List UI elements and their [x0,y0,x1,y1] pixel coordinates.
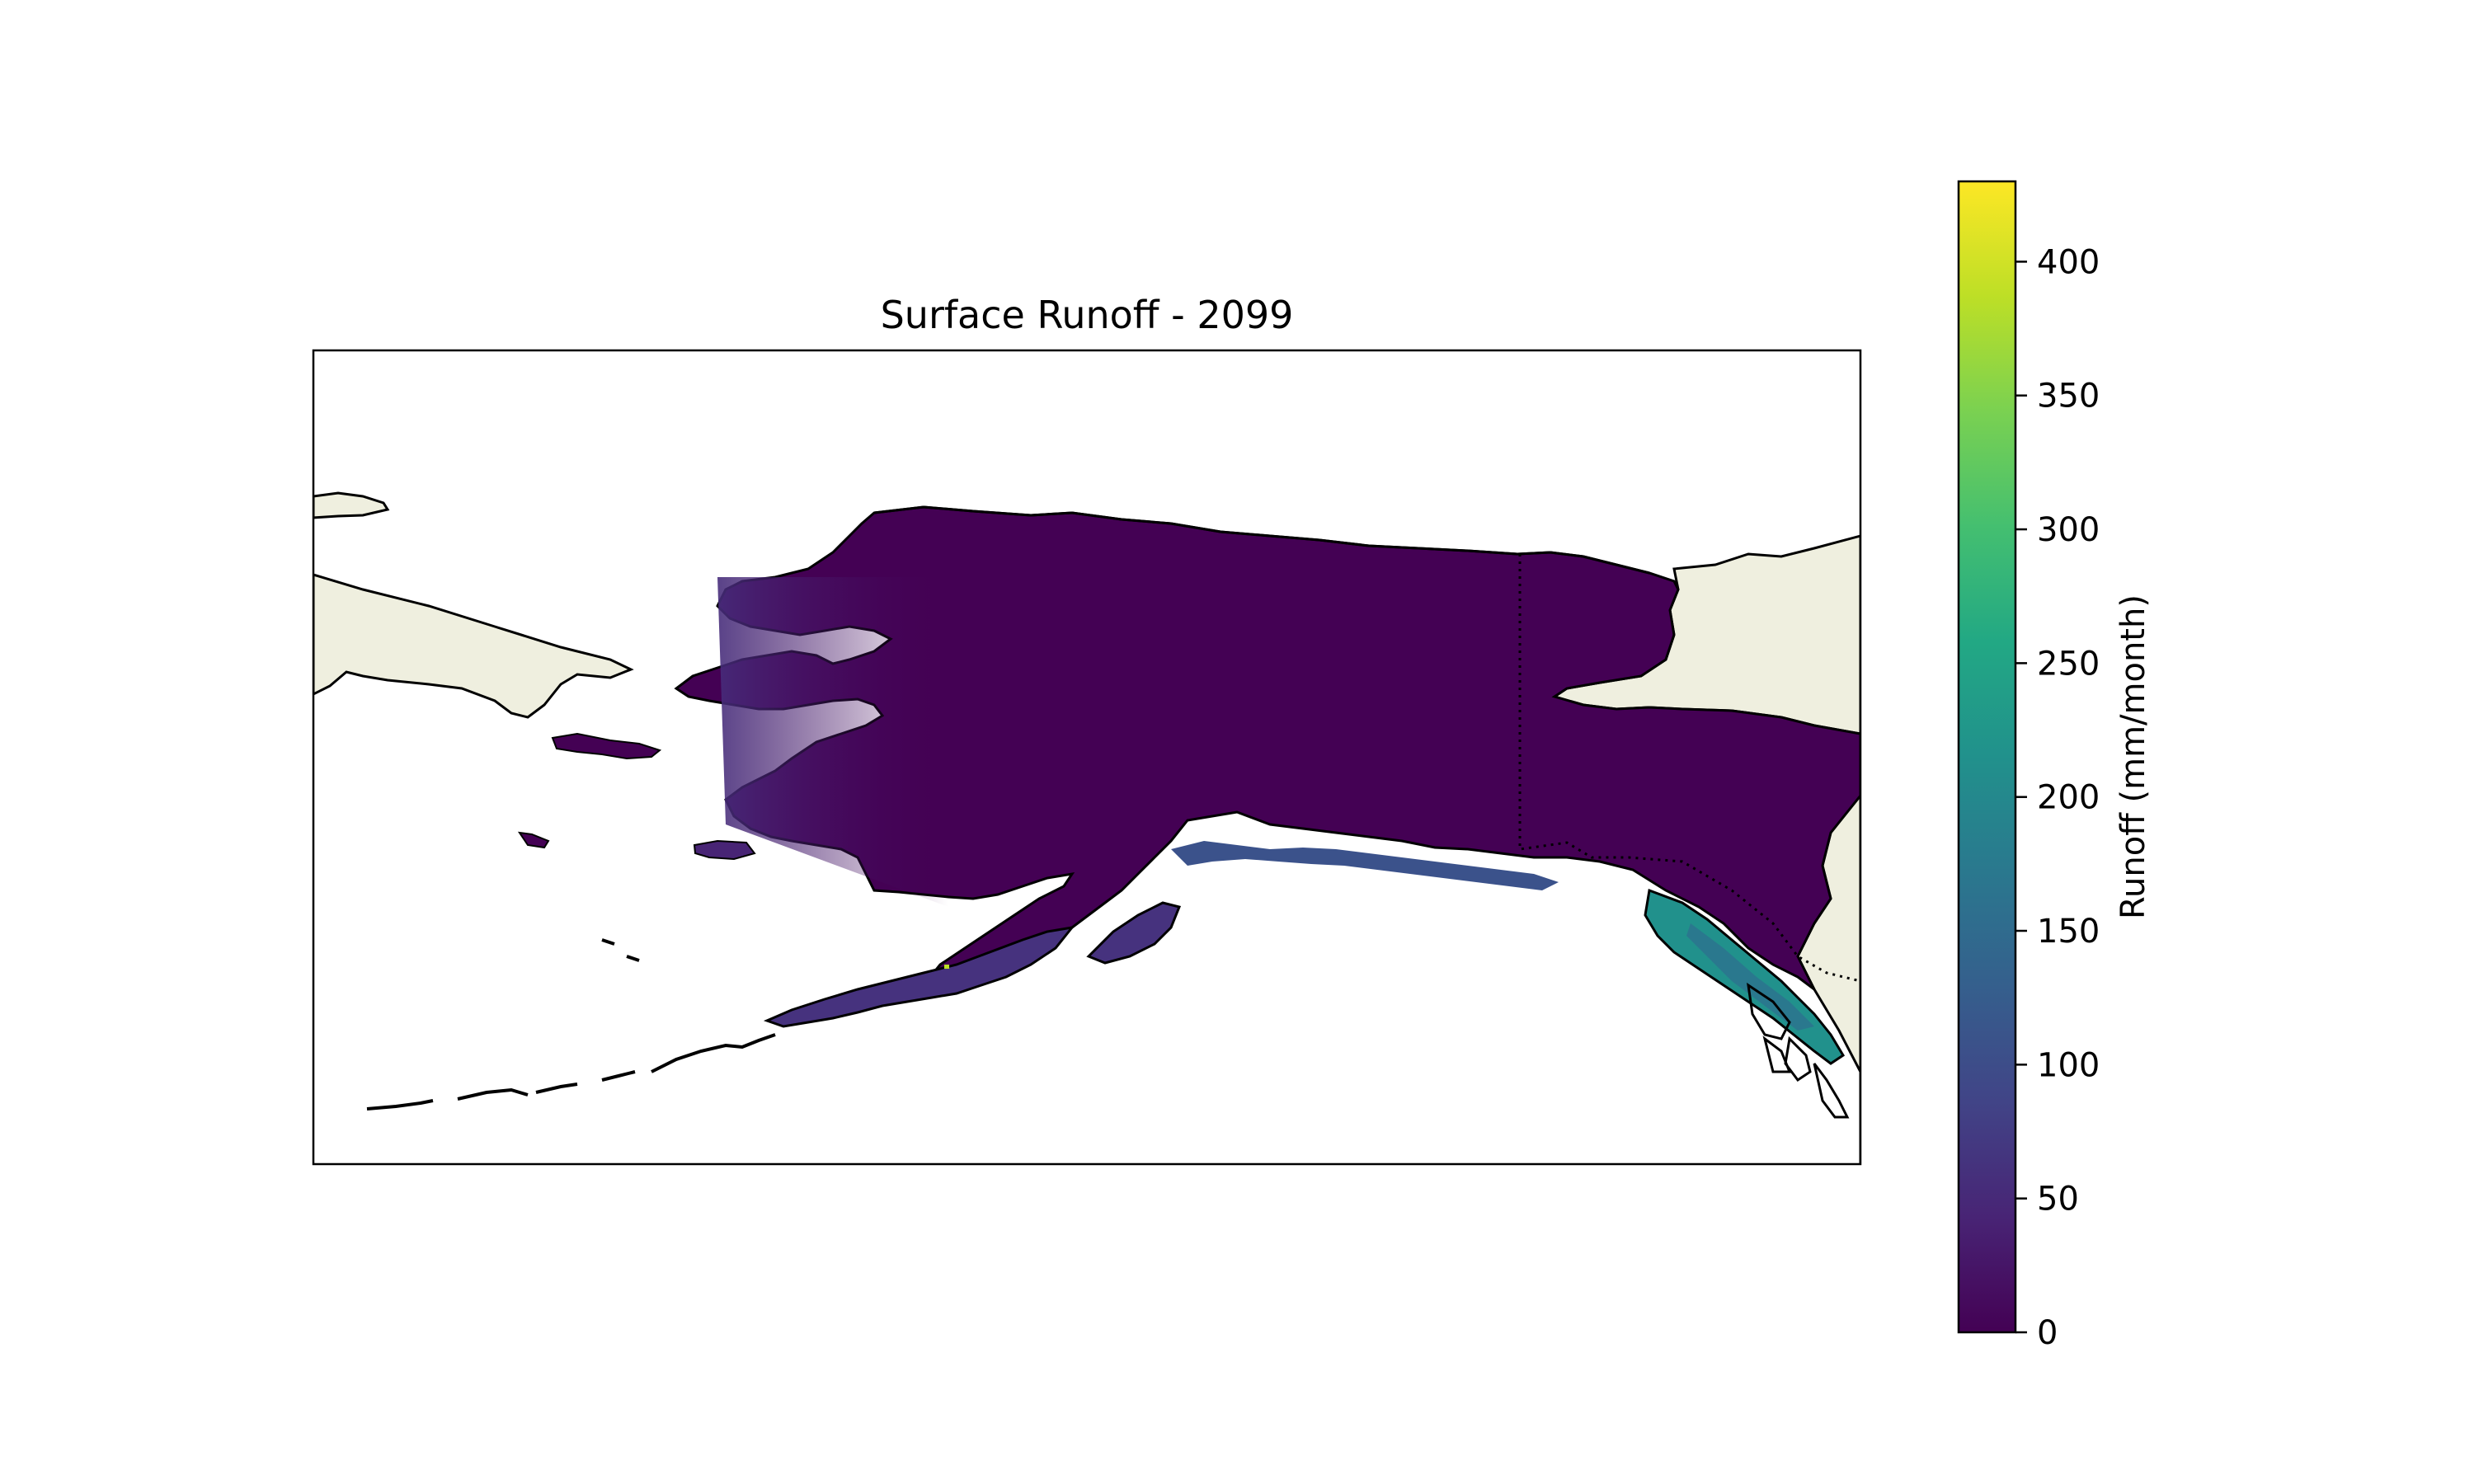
map-area [313,350,1860,1164]
colorbar-tick-label: 350 [2037,378,2100,416]
alaska-west-shade [717,577,948,907]
colorbar: 0 50 100 150 200 250 300 350 400 Runoff (mm/mont… [1957,180,2152,1352]
panhandle-inner [1686,923,1814,1031]
colorbar-tick-label: 400 [2037,243,2100,281]
alaska-southcentral-band [1171,841,1559,890]
land-chukotka [313,573,634,719]
runoff-peak-marker [944,965,949,969]
st-matthew-island [517,831,550,849]
colorbar-ticks: 0 50 100 150 200 250 300 350 400 [2015,243,2100,1352]
aleutian-islands [366,938,776,1111]
colorbar-tick-label: 100 [2037,1046,2100,1084]
national-border [1518,554,1860,983]
colorbar-tick-label: 50 [2037,1181,2079,1219]
land-wrangel [313,491,390,519]
colorbar-tick-label: 250 [2037,645,2100,683]
colorbar-label: Runoff (mm/month) [2114,594,2152,919]
land-st-lawrence [551,732,662,760]
map-frame [312,349,1862,1166]
colorbar-tick-label: 0 [2037,1314,2058,1352]
colorbar-tick-label: 150 [2037,913,2100,951]
nunivak-island [693,839,756,861]
alaska-peninsula [763,925,1075,1028]
southeast-coast-islands [1747,982,1850,1119]
colorbar-tick-label: 200 [2037,779,2100,817]
kodiak-island [1086,901,1182,965]
coastline-north [873,505,1650,575]
map-title: Surface Runoff - 2099 [881,293,1294,337]
colorbar-gradient [1957,180,2017,1334]
colorbar-tick-label: 300 [2037,511,2100,549]
